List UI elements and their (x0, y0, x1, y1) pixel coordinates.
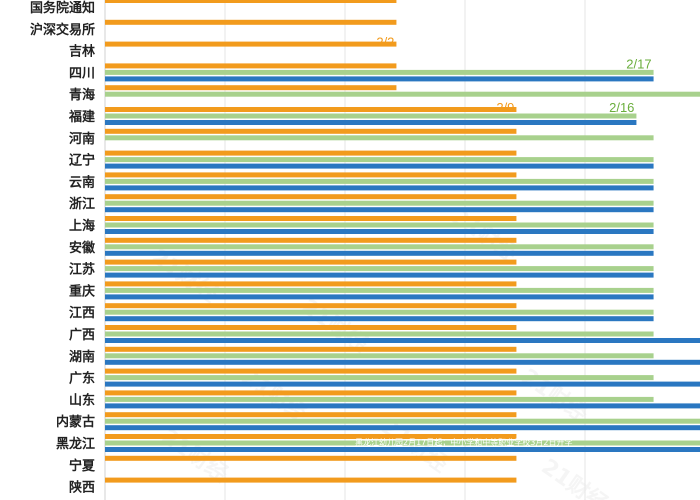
bar (105, 396, 654, 402)
data-label: 2/2 (376, 35, 394, 50)
category-label: 江苏 (69, 262, 95, 278)
bar (105, 163, 654, 169)
data-label: 2/9 (496, 100, 514, 115)
bar (105, 200, 654, 206)
bar (105, 303, 517, 309)
bar (105, 216, 517, 221)
bar (105, 63, 397, 69)
bar (105, 222, 654, 228)
bar (105, 418, 700, 424)
bar (105, 368, 517, 374)
watermark-text: 21财经 (517, 364, 593, 428)
category-label: 黑龙江 (56, 436, 95, 452)
category-label: 广东 (69, 371, 95, 387)
bar (105, 434, 517, 439)
bar (105, 316, 654, 322)
category-label: 广西 (69, 327, 95, 343)
bar (105, 157, 654, 163)
category-label: 辽宁 (69, 153, 95, 169)
category-label: 湖南 (69, 349, 95, 365)
category-label: 浙江 (69, 196, 95, 212)
bar (105, 135, 654, 141)
category-label: 陕西 (69, 480, 95, 496)
category-label: 云南 (69, 174, 95, 190)
category-label: 安徽 (69, 240, 96, 256)
bar (105, 294, 654, 300)
bar (105, 207, 654, 213)
bar (105, 375, 654, 381)
category-label: 青海 (69, 87, 95, 103)
data-label: 2/16 (609, 100, 634, 115)
bar (105, 390, 517, 396)
category-label: 内蒙古 (56, 414, 95, 430)
bar (105, 331, 654, 337)
category-label: 上海 (69, 218, 95, 234)
category-label: 四川 (69, 66, 95, 81)
bar (105, 19, 397, 25)
bar (105, 244, 654, 250)
bar (105, 266, 654, 272)
category-label: 沪深交易所 (30, 22, 95, 38)
bar (105, 150, 517, 156)
bar (105, 353, 654, 359)
bar (105, 128, 517, 134)
annotation-label: 黑龙江幼儿园2月17日起；中小学和中等职业学校3月2日开学 (355, 437, 572, 447)
bar (105, 309, 654, 315)
category-label: 重庆 (69, 283, 95, 299)
bar (105, 440, 700, 446)
bar (105, 178, 654, 184)
bar (105, 69, 654, 75)
category-label: 江西 (69, 305, 95, 321)
bar (105, 381, 700, 387)
bar (105, 120, 637, 125)
bar (105, 172, 517, 178)
watermark-text: 21财经 (447, 204, 523, 268)
bar (105, 259, 517, 265)
bar (105, 85, 397, 91)
bar (105, 447, 700, 452)
bar (105, 185, 654, 191)
bar (105, 250, 654, 256)
bar (105, 0, 397, 3)
bar (105, 237, 517, 243)
category-label: 吉林 (69, 44, 95, 60)
watermark-text: 21财经 (537, 454, 613, 500)
bar (105, 455, 517, 461)
bar (105, 107, 517, 112)
bar (105, 287, 654, 293)
bar (105, 91, 700, 97)
category-label: 河南 (69, 131, 95, 147)
category-label: 国务院通知 (30, 0, 95, 16)
bar (105, 113, 637, 119)
bar (105, 272, 654, 278)
bar (105, 41, 397, 47)
bar (105, 194, 517, 200)
category-label: 山东 (69, 392, 95, 408)
category-label: 福建 (68, 109, 95, 125)
data-label: 2/17 (626, 56, 651, 71)
bar (105, 359, 700, 365)
bar (105, 346, 517, 352)
bar (105, 338, 700, 343)
bar (105, 325, 517, 330)
bar (105, 76, 654, 82)
category-label: 宁夏 (69, 458, 96, 474)
bar (105, 229, 654, 234)
bar (105, 425, 700, 431)
bar (105, 281, 517, 287)
bar (105, 403, 700, 409)
bar (105, 412, 517, 418)
bar (105, 477, 517, 483)
